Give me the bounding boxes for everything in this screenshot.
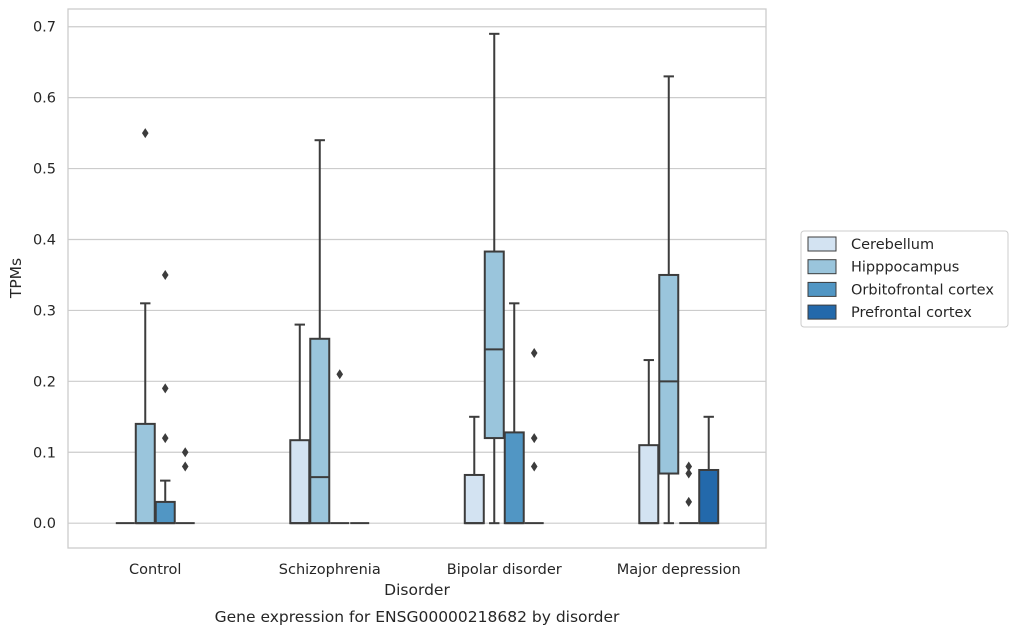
box-orbitofrontal-cortex-schizophrenia <box>330 369 350 525</box>
x-tick-label-major-depression: Major depression <box>617 562 741 578</box>
box-body <box>698 468 720 525</box>
outlier-point <box>181 461 189 472</box>
box-prefrontal-cortex-major-depression <box>698 415 720 525</box>
legend-label-hipppocampus: Hipppocampus <box>851 260 959 276</box>
outlier-point <box>181 447 189 458</box>
box-hipppocampus-control <box>134 128 156 525</box>
legend: Cerebellum Hipppocampus Orbitofrontal cort… <box>800 230 1009 328</box>
box-body <box>463 473 485 525</box>
outlier-point <box>685 496 693 507</box>
box-cerebellum-major-depression <box>638 359 660 525</box>
box-layer <box>115 32 720 525</box>
y-tick-label: 0.7 <box>33 20 56 36</box>
y-tick-label: 0.3 <box>33 303 56 319</box>
x-tick-label-bipolar-disorder: Bipolar disorder <box>447 562 562 578</box>
box-hipppocampus-major-depression <box>658 75 680 525</box>
plot-frame <box>67 8 767 549</box>
box-prefrontal-cortex-control <box>175 447 195 525</box>
y-tick-label: 0.0 <box>33 516 56 532</box>
box-body <box>309 337 331 525</box>
legend-swatch-cerebellum <box>807 236 837 252</box>
box-body <box>154 500 176 525</box>
box-body <box>638 444 660 525</box>
outlier-point <box>530 433 538 444</box>
legend-label-prefrontal-cortex: Prefrontal cortex <box>851 305 972 321</box>
box-body <box>289 439 311 525</box>
legend-label-orbitofrontal-cortex: Orbitofrontal cortex <box>851 282 994 298</box>
outlier-point <box>161 269 169 280</box>
legend-label-cerebellum: Cerebellum <box>851 237 934 253</box>
outlier-point <box>685 461 693 472</box>
outlier-point <box>161 383 169 394</box>
x-axis-label: Disorder <box>384 581 450 599</box>
y-tick-label: 0.1 <box>33 445 56 461</box>
y-tick-label: 0.6 <box>33 91 56 107</box>
box-body <box>503 431 525 525</box>
figure-caption: Gene expression for ENSG00000218682 by d… <box>215 608 620 626</box>
outlier-point <box>336 369 344 380</box>
box-orbitofrontal-cortex-major-depression <box>679 461 699 525</box>
box-cerebellum-bipolar-disorder <box>463 415 485 525</box>
box-body <box>658 273 680 475</box>
box-prefrontal-cortex-bipolar-disorder <box>524 347 544 525</box>
y-tick-label: 0.2 <box>33 374 56 390</box>
x-tick-label-control: Control <box>129 562 181 578</box>
outlier-point <box>161 433 169 444</box>
y-axis-label: TPMs <box>7 258 25 299</box>
outlier-point <box>685 468 693 479</box>
legend-frame <box>800 230 1009 328</box>
outlier-point <box>141 128 149 139</box>
y-tick-label: 0.5 <box>33 162 56 178</box>
box-cerebellum-schizophrenia <box>289 323 311 525</box>
box-orbitofrontal-cortex-control <box>154 269 176 525</box>
x-tick-labels: Control Schizophrenia Bipolar disorder Majo… <box>129 562 741 578</box>
x-tick-label-schizophrenia: Schizophrenia <box>279 562 381 578</box>
outlier-point <box>530 347 538 358</box>
box-hipppocampus-bipolar-disorder <box>483 32 505 525</box>
box-orbitofrontal-cortex-bipolar-disorder <box>503 302 525 525</box>
box-body <box>483 250 505 440</box>
legend-swatch-hipppocampus <box>807 259 837 275</box>
legend-swatch-orbitofrontal-cortex <box>807 281 837 297</box>
outlier-point <box>530 461 538 472</box>
y-tick-label: 0.4 <box>33 232 56 248</box>
y-tick-labels: 0.0 0.1 0.2 0.3 0.4 0.5 0.6 0.7 <box>33 20 56 532</box>
legend-swatch-prefrontal-cortex <box>807 304 837 320</box>
box-hipppocampus-schizophrenia <box>309 139 331 525</box>
box-body <box>134 422 156 525</box>
